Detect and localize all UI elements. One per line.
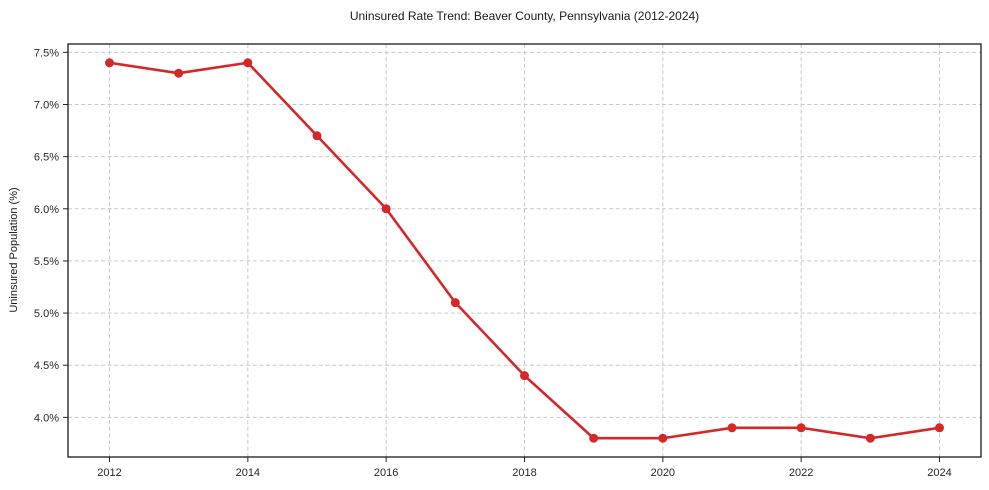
chart-title: Uninsured Rate Trend: Beaver County, Pen… xyxy=(349,9,700,23)
y-tick-label: 4.5% xyxy=(34,360,59,372)
y-tick-label: 5.0% xyxy=(34,308,59,320)
x-tick-label: 2024 xyxy=(927,467,951,479)
y-tick-label: 7.5% xyxy=(34,47,59,59)
x-tick-label: 2020 xyxy=(651,467,675,479)
y-tick-label: 5.5% xyxy=(34,256,59,268)
y-tick-label: 6.5% xyxy=(34,152,59,164)
data-point xyxy=(312,131,322,141)
y-axis-label: Uninsured Population (%) xyxy=(8,187,20,313)
data-point xyxy=(174,68,184,78)
x-tick-label: 2016 xyxy=(374,467,398,479)
y-tick-label: 4.0% xyxy=(34,412,59,424)
x-tick-label: 2014 xyxy=(236,467,260,479)
data-point xyxy=(589,433,599,443)
x-tick-label: 2018 xyxy=(512,467,536,479)
data-point xyxy=(658,433,668,443)
plot-border xyxy=(67,43,982,458)
data-point xyxy=(243,58,253,68)
y-tick-label: 6.0% xyxy=(34,204,59,216)
x-tick-label: 2022 xyxy=(789,467,813,479)
x-tick-label: 2012 xyxy=(97,467,121,479)
data-point xyxy=(381,204,391,214)
y-tick-label: 7.0% xyxy=(34,99,59,111)
data-point xyxy=(865,433,875,443)
data-point xyxy=(520,371,529,381)
data-point xyxy=(796,423,806,433)
data-point xyxy=(935,423,944,433)
data-point xyxy=(105,58,114,68)
data-point xyxy=(450,298,460,308)
data-point xyxy=(727,423,737,433)
